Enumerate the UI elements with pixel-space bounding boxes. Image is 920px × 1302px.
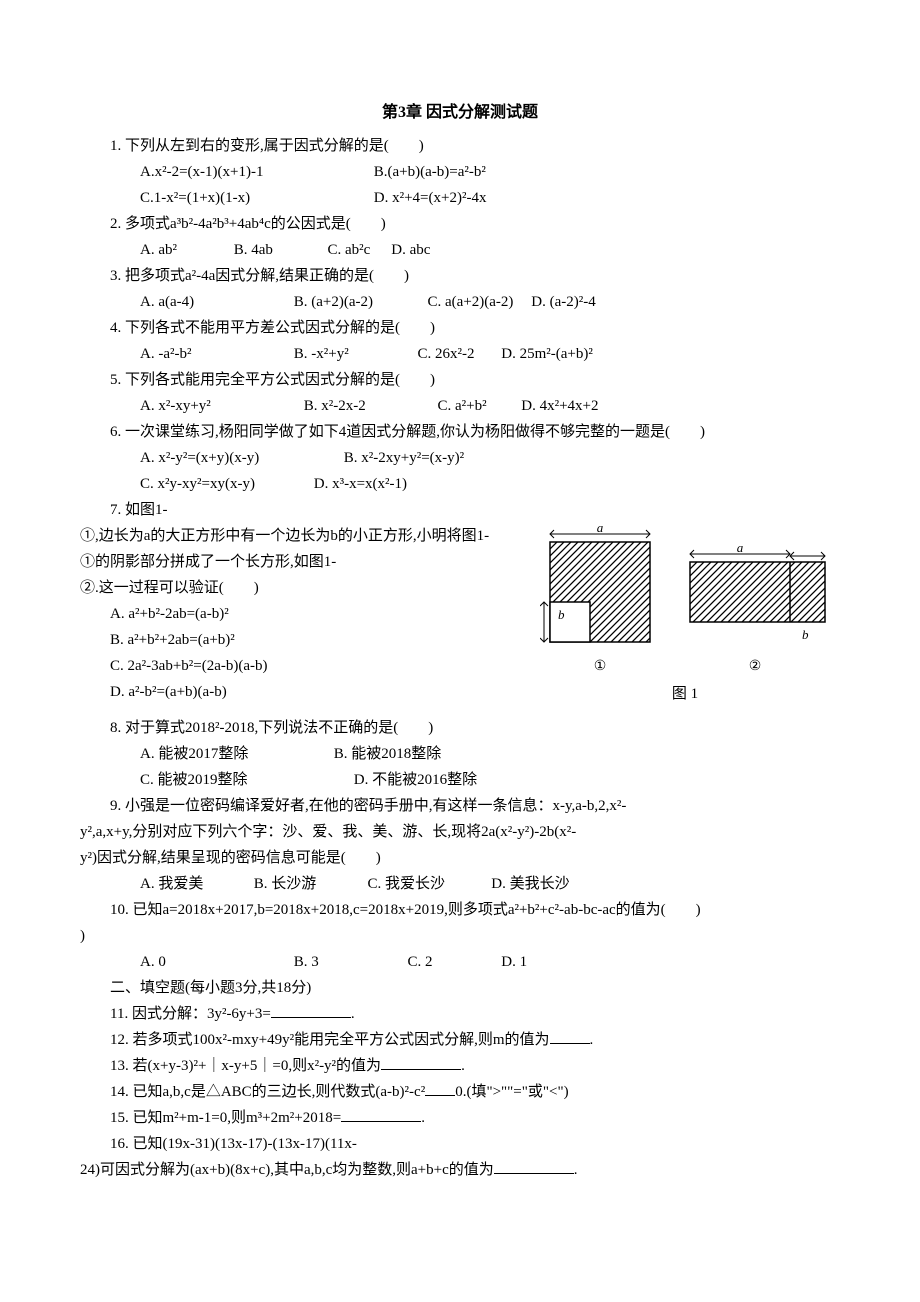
q5-opt-b: B. x²-2x-2 <box>274 394 404 418</box>
q16-line1: 16. 已知(19x-31)(13x-17)-(13x-17)(11x- <box>80 1132 840 1156</box>
q9-opt-d: D. 美我长沙 <box>491 876 569 892</box>
section-2-title: 二、填空题(每小题3分,共18分) <box>80 976 840 1000</box>
q12-end: . <box>590 1032 594 1048</box>
q15-text-a: 15. 已知m²+m-1=0,则m³+2m²+2018= <box>110 1110 341 1126</box>
q9-stem: 9. 小强是一位密码编译爱好者,在他的密码手册中,有这样一条信息：x-y,a-b… <box>80 794 840 818</box>
q4-stem: 4. 下列各式不能用平方差公式因式分解的是( ) <box>80 316 840 340</box>
q1-opt-b: B.(a+b)(a-b)=a²-b² <box>374 164 486 180</box>
q2-opt-d: D. abc <box>391 242 430 258</box>
figure-1-left: a b ① <box>540 524 660 678</box>
q4-opt-c: C. 26x²-2 <box>388 342 498 366</box>
fig-b-label-2: b <box>802 627 809 642</box>
q4-opts: A. -a²-b² B. -x²+y² C. 26x²-2 D. 25m²-(a… <box>80 342 840 366</box>
q6-opt-d: D. x³-x=x(x²-1) <box>314 476 407 492</box>
q14-text-a: 14. 已知a,b,c是△ABC的三边长,则代数式(a-b)²-c² <box>110 1084 425 1100</box>
q14-blank <box>425 1080 455 1096</box>
q3-opts: A. a(a-4) B. (a+2)(a-2) C. a(a+2)(a-2) D… <box>80 290 840 314</box>
q8-opt-d: D. 不能被2016整除 <box>354 772 477 788</box>
q15: 15. 已知m²+m-1=0,则m³+2m²+2018=. <box>80 1106 840 1130</box>
q13-blank <box>381 1054 461 1070</box>
q3-stem: 3. 把多项式a²-4a因式分解,结果正确的是( ) <box>80 264 840 288</box>
q11-end: . <box>351 1006 355 1022</box>
q11-blank <box>271 1002 351 1018</box>
q7-stem: 7. 如图1- <box>80 498 840 522</box>
q13-end: . <box>461 1058 465 1074</box>
fig-cap-1: ① <box>540 656 660 678</box>
q5-opts: A. x²-xy+y² B. x²-2x-2 C. a²+b² D. 4x²+4… <box>80 394 840 418</box>
q12-blank <box>550 1028 590 1044</box>
q9-line2: y²)因式分解,结果呈现的密码信息可能是( ) <box>80 846 840 870</box>
q12-text: 12. 若多项式100x²-mxy+49y²能用完全平方公式因式分解,则m的值为 <box>110 1032 550 1048</box>
fig-a-label-1: a <box>597 524 604 535</box>
q1-opt-c: C.1-x²=(1+x)(1-x) <box>110 186 370 210</box>
q14-text-b: 0.(填">""="或"<") <box>455 1084 568 1100</box>
fig-b-label-1: b <box>558 607 565 622</box>
q8-opt-c: C. 能被2019整除 <box>110 768 350 792</box>
q10-stem: 10. 已知a=2018x+2017,b=2018x+2018,c=2018x+… <box>80 898 840 922</box>
q6-opt-c: C. x²y-xy²=xy(x-y) <box>110 472 310 496</box>
q15-text-b: . <box>421 1110 425 1126</box>
figure-1: a b ① <box>530 524 840 706</box>
q8-opt-a: A. 能被2017整除 <box>110 742 330 766</box>
q4-opt-b: B. -x²+y² <box>264 342 384 366</box>
q13-text: 13. 若(x+y-3)²+｜x-y+5｜=0,则x²-y²的值为 <box>110 1058 381 1074</box>
q5-opt-d: D. 4x²+4x+2 <box>521 398 598 414</box>
q10-opt-b: B. 3 <box>264 950 374 974</box>
q8-opts-row1: A. 能被2017整除 B. 能被2018整除 <box>80 742 840 766</box>
q16-text-c: . <box>574 1162 578 1178</box>
q9-opt-c: C. 我爱长沙 <box>338 872 488 896</box>
q9-opts: A. 我爱美 B. 长沙游 C. 我爱长沙 D. 美我长沙 <box>80 872 840 896</box>
q6-opt-a: A. x²-y²=(x+y)(x-y) <box>110 446 340 470</box>
fig-cap-2: ② <box>680 656 830 678</box>
q8-stem: 8. 对于算式2018²-2018,下列说法不正确的是( ) <box>80 716 840 740</box>
q2-opts: A. ab² B. 4ab C. ab²c D. abc <box>80 238 840 262</box>
q1-opts-row2: C.1-x²=(1+x)(1-x) D. x²+4=(x+2)²-4x <box>80 186 840 210</box>
q9-opt-b: B. 长沙游 <box>224 872 334 896</box>
q10-opt-c: C. 2 <box>378 950 498 974</box>
q6-opts-row2: C. x²y-xy²=xy(x-y) D. x³-x=x(x²-1) <box>80 472 840 496</box>
fig-a-label-2: a <box>737 544 744 555</box>
q1-opts-row1: A.x²-2=(x-1)(x+1)-1 B.(a+b)(a-b)=a²-b² <box>80 160 840 184</box>
q8-opts-row2: C. 能被2019整除 D. 不能被2016整除 <box>80 768 840 792</box>
q10-opt-d: D. 1 <box>501 954 527 970</box>
q1-opt-a: A.x²-2=(x-1)(x+1)-1 <box>110 160 370 184</box>
q13: 13. 若(x+y-3)²+｜x-y+5｜=0,则x²-y²的值为. <box>80 1054 840 1078</box>
q3-opt-c: C. a(a+2)(a-2) <box>398 290 528 314</box>
figure-caption: 图 1 <box>530 682 840 706</box>
q9-line1: y²,a,x+y,分别对应下列六个字：沙、爱、我、美、游、长,现将2a(x²-y… <box>80 820 840 844</box>
q16-text-b: 24)可因式分解为(ax+b)(8x+c),其中a,b,c均为整数,则a+b+c… <box>80 1162 494 1178</box>
q16-line2: 24)可因式分解为(ax+b)(8x+c),其中a,b,c均为整数,则a+b+c… <box>80 1158 840 1182</box>
q1-opt-d: D. x²+4=(x+2)²-4x <box>374 190 487 206</box>
q6-stem: 6. 一次课堂练习,杨阳同学做了如下4道因式分解题,你认为杨阳做得不够完整的一题… <box>80 420 840 444</box>
q10-opt-a: A. 0 <box>110 950 260 974</box>
q5-opt-c: C. a²+b² <box>408 394 518 418</box>
q2-opt-c: C. ab²c <box>298 238 388 262</box>
q4-opt-d: D. 25m²-(a+b)² <box>501 346 593 362</box>
q5-opt-a: A. x²-xy+y² <box>110 394 270 418</box>
page-title: 第3章 因式分解测试题 <box>80 100 840 126</box>
q12: 12. 若多项式100x²-mxy+49y²能用完全平方公式因式分解,则m的值为… <box>80 1028 840 1052</box>
q16-blank <box>494 1158 574 1174</box>
q3-opt-a: A. a(a-4) <box>110 290 260 314</box>
q2-stem: 2. 多项式a³b²-4a²b³+4ab⁴c的公因式是( ) <box>80 212 840 236</box>
q10-paren: ) <box>80 924 840 948</box>
figure-1-right: a b <box>680 544 830 678</box>
q6-opts-row1: A. x²-y²=(x+y)(x-y) B. x²-2xy+y²=(x-y)² <box>80 446 840 470</box>
q15-blank <box>341 1106 421 1122</box>
q3-opt-b: B. (a+2)(a-2) <box>264 290 394 314</box>
q8-opt-b: B. 能被2018整除 <box>334 746 442 762</box>
q14: 14. 已知a,b,c是△ABC的三边长,则代数式(a-b)²-c² 0.(填">… <box>80 1080 840 1104</box>
q11: 11. 因式分解：3y²-6y+3=. <box>80 1002 840 1026</box>
q2-opt-b: B. 4ab <box>204 238 294 262</box>
q3-opt-d: D. (a-2)²-4 <box>531 294 595 310</box>
q5-stem: 5. 下列各式能用完全平方公式因式分解的是( ) <box>80 368 840 392</box>
q9-opt-a: A. 我爱美 <box>110 872 220 896</box>
q10-opts: A. 0 B. 3 C. 2 D. 1 <box>80 950 840 974</box>
q11-text: 11. 因式分解：3y²-6y+3= <box>110 1006 271 1022</box>
q6-opt-b: B. x²-2xy+y²=(x-y)² <box>344 450 464 466</box>
q2-opt-a: A. ab² <box>110 238 200 262</box>
q1-stem: 1. 下列从左到右的变形,属于因式分解的是( ) <box>80 134 840 158</box>
q4-opt-a: A. -a²-b² <box>110 342 260 366</box>
